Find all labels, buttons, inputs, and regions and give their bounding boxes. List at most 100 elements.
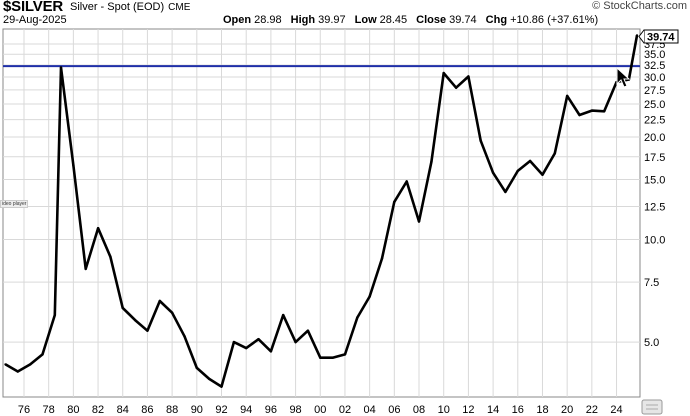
price-point (528, 159, 532, 163)
x-tick-label: 84 (117, 404, 129, 416)
x-tick-label: 98 (289, 404, 301, 416)
x-tick-label: 80 (67, 404, 79, 416)
price-point (146, 329, 149, 332)
instrument-description: Silver - Spot (EOD) CME (70, 1, 190, 13)
price-point (516, 169, 519, 173)
price-point (368, 295, 371, 298)
change-value: +10.86 (+37.61%) (510, 14, 599, 26)
price-point (491, 171, 495, 174)
x-tick-label: 96 (265, 404, 277, 416)
x-tick-label: 86 (141, 404, 153, 416)
y-tick-label: 5.0 (644, 337, 659, 349)
cursor-icon (616, 66, 631, 88)
price-point (158, 299, 161, 303)
grid-lines (3, 29, 640, 397)
price-point (220, 385, 223, 388)
y-tick-label: 7.5 (644, 277, 659, 289)
price-point (195, 366, 198, 370)
price-point (16, 370, 19, 373)
y-tick-label: 20.0 (644, 132, 665, 144)
x-tick-label: 22 (586, 404, 598, 416)
last-price-pointer (638, 29, 645, 44)
price-point (41, 353, 44, 356)
price-point (590, 109, 594, 112)
scroll-handle-icon[interactable] (641, 399, 663, 415)
y-tick-label: 30.0 (644, 72, 665, 84)
price-point (282, 313, 285, 317)
price-point (553, 152, 556, 155)
exchange-label: CME (168, 2, 191, 13)
y-tick-label: 12.5 (644, 202, 665, 214)
price-point (343, 353, 347, 356)
x-tick-label: 76 (18, 404, 30, 416)
x-tick-label: 00 (314, 404, 326, 416)
y-axis: 5.0 7.5 10.0 12.5 15.0 17.5 20.0 22.5 25.0 27.530… (644, 39, 665, 349)
y-tick-label: 35.0 (644, 49, 665, 61)
price-point (294, 340, 297, 344)
price-point (578, 113, 581, 117)
open-label: Open (223, 14, 252, 26)
last-price-text: 39.74 (647, 32, 675, 44)
price-point (380, 257, 384, 260)
y-tick-label: 17.5 (644, 152, 665, 164)
y-tick-label: 15.0 (644, 175, 665, 187)
price-point (232, 340, 236, 344)
quote-row: 29-Aug-2025 Open 28.98 High 39.97 Low 28.45 Cl… (3, 14, 687, 28)
y-tick-label: 10.0 (644, 235, 665, 247)
price-point (72, 164, 75, 167)
x-tick-label: 12 (462, 404, 474, 416)
price-point (4, 363, 7, 366)
price-point (430, 160, 433, 164)
high-label: High (290, 14, 316, 26)
price-point (417, 220, 421, 223)
y-tick-label: 27.5 (644, 85, 665, 97)
price-point (29, 363, 32, 366)
price-point (109, 255, 112, 258)
high-value: 39.97 (318, 14, 346, 26)
price-point (393, 200, 396, 204)
price-point (454, 86, 458, 89)
price-point (133, 318, 137, 322)
price-point (257, 338, 260, 341)
plot-frame (2, 28, 641, 398)
price-point (53, 313, 56, 317)
last-price-label: 39.74 (638, 29, 679, 44)
description-text: Silver - Spot (EOD) (70, 1, 165, 13)
x-tick-label: 14 (487, 404, 499, 416)
x-tick-label: 18 (536, 404, 548, 416)
close-value: 39.74 (449, 14, 477, 26)
price-point (356, 316, 359, 319)
y-tick-label: 32.5 (644, 60, 665, 72)
open-value: 28.98 (254, 14, 282, 26)
price-point (269, 350, 273, 353)
price-point (183, 335, 186, 338)
y-tick-label: 25.0 (644, 99, 665, 111)
price-point (84, 267, 87, 271)
ohlc-readout: Open 28.98 High 39.97 Low 28.45 Close 39.74 Chg +… (223, 14, 598, 26)
video-player-overlay: ideo player (0, 200, 29, 208)
price-point (208, 377, 211, 381)
x-tick-label: 08 (413, 404, 425, 416)
x-tick-label: 92 (215, 404, 227, 416)
low-value: 28.45 (379, 14, 408, 26)
series-group (4, 34, 639, 388)
brand-watermark: © StockCharts.com (592, 0, 687, 12)
quote-date: 29-Aug-2025 (3, 14, 67, 26)
x-tick-label: 20 (561, 404, 573, 416)
price-point (467, 75, 470, 78)
price-point (405, 180, 408, 183)
x-tick-label: 90 (191, 404, 203, 416)
price-point (541, 173, 544, 176)
price-point (504, 190, 507, 194)
price-point (479, 139, 482, 142)
price-point (603, 110, 606, 113)
x-tick-label: 06 (388, 404, 400, 416)
x-axis: 76 78 80 82 84 86 88 90 92 94 96 98 00 02 04 06 08 10 12 14… (18, 404, 623, 416)
price-point (170, 311, 174, 314)
price-point (331, 356, 334, 359)
chart-header: $SILVER Silver - Spot (EOD) CME © StockCh… (3, 0, 687, 15)
ticker-symbol: $SILVER (3, 0, 64, 15)
price-point (442, 71, 445, 75)
change-label: Chg (485, 14, 508, 26)
